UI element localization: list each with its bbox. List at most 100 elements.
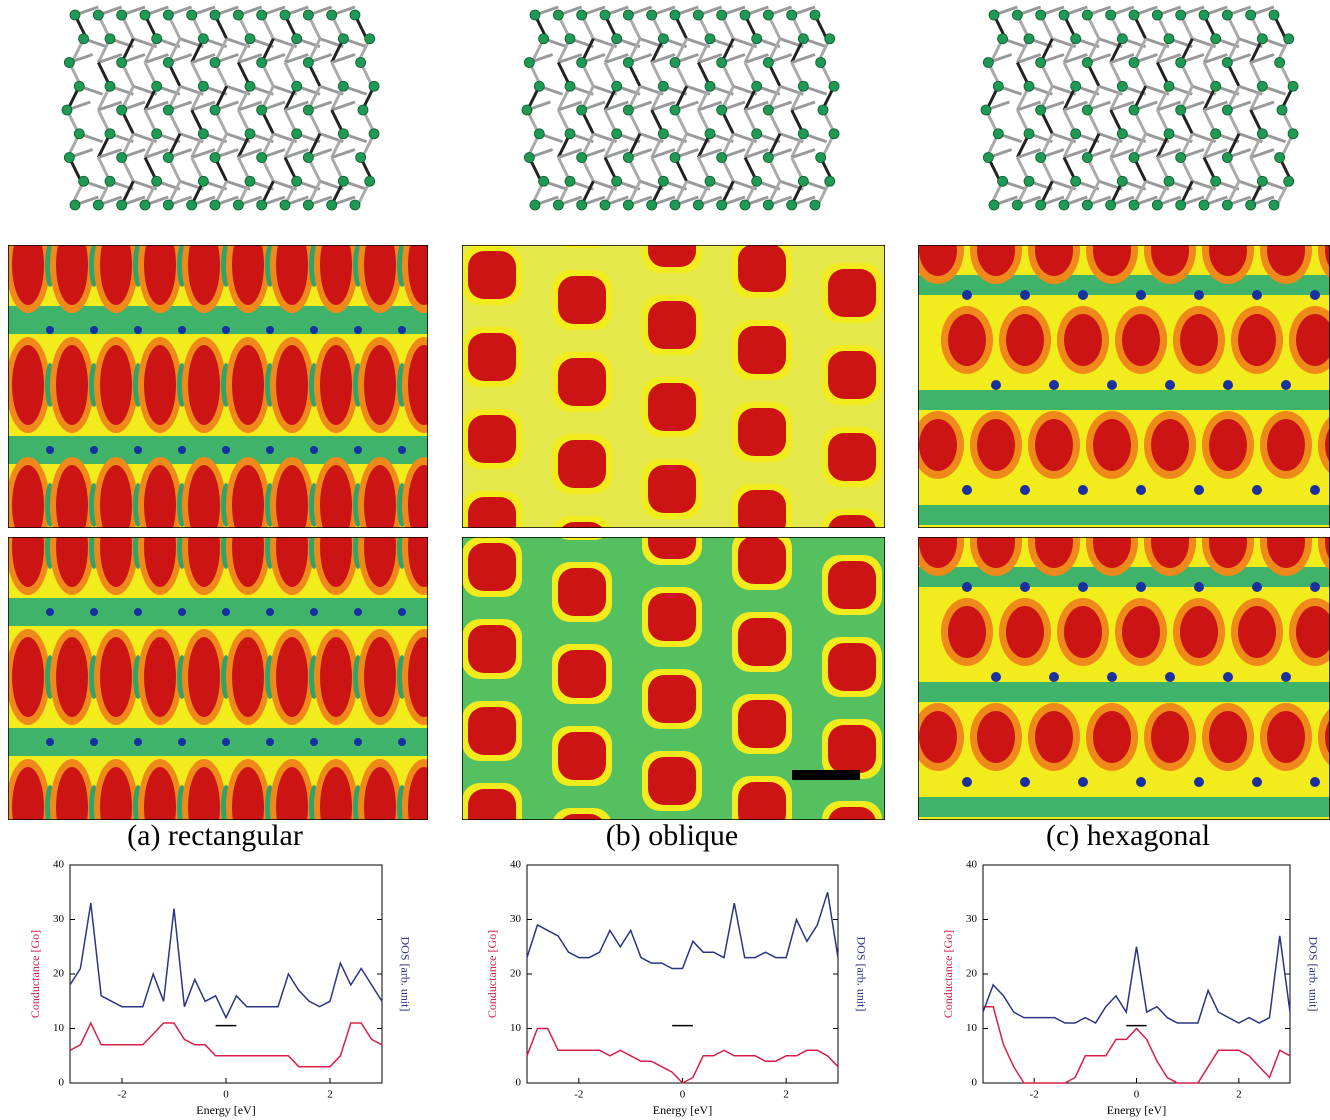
blob bbox=[276, 637, 308, 717]
atom bbox=[105, 34, 115, 44]
x-tick-label: 2 bbox=[783, 1089, 789, 1101]
blob bbox=[408, 225, 440, 305]
atom bbox=[369, 81, 379, 91]
blob bbox=[320, 465, 352, 545]
dot bbox=[1252, 582, 1262, 592]
band bbox=[918, 797, 1330, 817]
atom bbox=[539, 34, 549, 44]
blob bbox=[1122, 314, 1160, 366]
atom bbox=[670, 10, 680, 20]
blob bbox=[648, 219, 696, 267]
atom bbox=[233, 10, 243, 20]
blob bbox=[12, 225, 44, 305]
y-tick-label: 20 bbox=[510, 968, 522, 980]
atom bbox=[623, 58, 633, 68]
blob bbox=[12, 465, 44, 545]
atom bbox=[981, 105, 991, 115]
blob bbox=[1064, 314, 1102, 366]
blob bbox=[468, 789, 516, 837]
blob bbox=[56, 637, 88, 717]
atom bbox=[658, 129, 668, 139]
blob bbox=[1209, 419, 1247, 471]
atom bbox=[1071, 81, 1081, 91]
atom bbox=[825, 34, 835, 44]
dot bbox=[1020, 777, 1030, 787]
y-tick-label: 40 bbox=[966, 859, 978, 871]
hole bbox=[441, 483, 451, 527]
atom bbox=[1288, 129, 1298, 139]
blob bbox=[364, 637, 396, 717]
contour-map bbox=[6, 217, 451, 574]
atom bbox=[1211, 129, 1221, 139]
atom bbox=[647, 200, 657, 210]
atom bbox=[257, 58, 267, 68]
blob bbox=[828, 351, 876, 399]
atom bbox=[64, 58, 74, 68]
atom bbox=[257, 153, 267, 163]
blob bbox=[558, 650, 606, 698]
atom bbox=[1129, 10, 1139, 20]
atom bbox=[356, 153, 366, 163]
dot bbox=[134, 446, 142, 454]
atom bbox=[369, 129, 379, 139]
atom bbox=[1071, 34, 1081, 44]
blob bbox=[468, 415, 516, 463]
atom bbox=[1211, 81, 1221, 91]
dot bbox=[266, 446, 274, 454]
blob bbox=[558, 276, 606, 324]
dot bbox=[1194, 582, 1204, 592]
atom bbox=[658, 34, 668, 44]
atom bbox=[1246, 10, 1256, 20]
dot bbox=[1252, 777, 1262, 787]
dot bbox=[1194, 777, 1204, 787]
atom bbox=[1024, 176, 1034, 186]
dot bbox=[1194, 485, 1204, 495]
y-tick-label: 10 bbox=[510, 1022, 522, 1034]
dot bbox=[266, 868, 274, 876]
x-axis-label: Energy [eV] bbox=[1107, 1103, 1166, 1117]
blob bbox=[56, 225, 88, 305]
atom bbox=[93, 10, 103, 20]
atom bbox=[365, 34, 375, 44]
dot bbox=[398, 326, 406, 334]
series-line bbox=[70, 1023, 382, 1067]
hole bbox=[441, 785, 451, 829]
blob bbox=[648, 757, 696, 805]
dot bbox=[90, 326, 98, 334]
dot bbox=[1049, 672, 1059, 682]
atom bbox=[105, 129, 115, 139]
dot bbox=[1310, 777, 1320, 787]
atom bbox=[187, 10, 197, 20]
blob bbox=[558, 358, 606, 406]
atom bbox=[1284, 176, 1294, 186]
atom bbox=[338, 129, 348, 139]
atom bbox=[1117, 81, 1127, 91]
contour-map bbox=[912, 508, 1330, 820]
y-axis-label: Conductance [Go] bbox=[28, 930, 42, 1018]
atom bbox=[577, 10, 587, 20]
atom bbox=[763, 105, 773, 115]
blob bbox=[648, 301, 696, 349]
y-tick-label: 30 bbox=[510, 913, 522, 925]
nanotube-image bbox=[62, 7, 379, 210]
blob bbox=[558, 814, 606, 862]
dot bbox=[266, 608, 274, 616]
atom bbox=[1024, 81, 1034, 91]
blob bbox=[12, 767, 44, 847]
blob bbox=[1238, 314, 1276, 366]
atom bbox=[210, 105, 220, 115]
blob bbox=[1151, 419, 1189, 471]
atom bbox=[717, 200, 727, 210]
blob bbox=[12, 345, 44, 425]
atom bbox=[658, 176, 668, 186]
contour-map bbox=[462, 455, 885, 943]
atom bbox=[989, 10, 999, 20]
x-tick-label: -2 bbox=[117, 1089, 126, 1101]
panel-label: (a) rectangular bbox=[127, 819, 303, 852]
band bbox=[918, 390, 1330, 410]
atom bbox=[818, 105, 828, 115]
atom bbox=[1129, 200, 1139, 210]
atom bbox=[524, 58, 534, 68]
blob bbox=[232, 345, 264, 425]
atom bbox=[565, 129, 575, 139]
